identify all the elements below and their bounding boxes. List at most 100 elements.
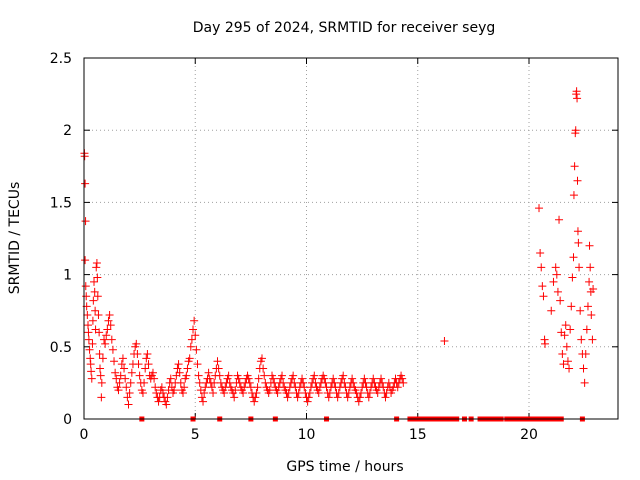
data-point-marker <box>252 389 261 398</box>
data-point-marker <box>587 311 596 320</box>
data-point-marker <box>91 306 100 315</box>
data-point-marker <box>538 282 547 291</box>
data-point-marker <box>246 383 255 392</box>
data-point-marker <box>210 378 219 387</box>
data-point-marker <box>85 345 94 354</box>
data-point-marker <box>183 364 192 373</box>
data-point-marker <box>81 217 90 226</box>
data-point-marker <box>556 296 565 305</box>
grid <box>84 58 618 419</box>
data-point-marker <box>162 400 171 409</box>
data-point-marker <box>393 383 402 392</box>
data-point-marker <box>551 263 560 272</box>
data-point-marker <box>144 360 153 369</box>
data-point-marker <box>204 368 213 377</box>
y-tick-label: 1 <box>63 268 72 284</box>
data-point-marker <box>143 350 152 359</box>
data-point-marker <box>121 374 130 383</box>
data-point-marker <box>138 389 147 398</box>
data-point-marker <box>582 325 591 334</box>
data-point-marker <box>93 273 102 282</box>
data-point-marker <box>95 350 104 359</box>
data-point-marker <box>115 378 124 387</box>
data-point-marker <box>191 331 200 340</box>
data-point-marker <box>549 277 558 286</box>
x-tick-label: 10 <box>298 427 316 443</box>
data-point-marker <box>142 354 151 363</box>
data-point-marker <box>157 383 166 392</box>
data-point-marker <box>547 306 556 315</box>
data-point-marker <box>569 191 578 200</box>
data-point-marker <box>116 371 125 380</box>
data-point-marker <box>299 378 308 387</box>
data-point-marker <box>373 389 382 398</box>
data-point-marker <box>96 371 105 380</box>
data-point-marker <box>126 378 135 387</box>
data-point-marker <box>250 397 259 406</box>
data-point-marker <box>562 342 571 351</box>
data-point-marker <box>124 400 133 409</box>
data-point-marker <box>290 378 299 387</box>
data-point-marker <box>90 287 99 296</box>
data-point-marker <box>186 342 195 351</box>
data-point-marker <box>105 311 114 320</box>
data-point-marker <box>174 360 183 369</box>
data-point-marker <box>176 378 185 387</box>
data-point-marker <box>298 374 307 383</box>
data-point-marker <box>213 357 222 366</box>
data-point-marker <box>148 368 157 377</box>
data-point-marker <box>330 378 339 387</box>
data-point-marker <box>573 227 582 236</box>
data-point-marker <box>259 364 268 373</box>
data-point-marker <box>80 152 89 161</box>
data-point-marker <box>215 371 224 380</box>
data-point-marker <box>278 371 287 380</box>
data-point-marker <box>325 389 334 398</box>
data-point-marker <box>293 393 302 402</box>
data-point-marker <box>201 383 210 392</box>
data-point-marker <box>310 371 319 380</box>
data-point-marker <box>86 360 95 369</box>
data-point-marker <box>251 393 260 402</box>
data-point-marker <box>199 397 208 406</box>
data-point-marker <box>81 256 90 265</box>
data-point-marker <box>269 374 278 383</box>
data-point-marker <box>92 263 101 272</box>
data-point-marker <box>541 339 550 348</box>
data-point-marker <box>320 374 329 383</box>
data-point-marker <box>98 354 107 363</box>
data-point-marker <box>354 397 363 406</box>
data-point-marker <box>573 94 582 103</box>
data-point-marker <box>83 311 92 320</box>
data-markers <box>80 87 598 422</box>
data-point-marker <box>106 321 115 330</box>
data-point-marker <box>344 389 353 398</box>
data-point-marker <box>552 270 561 279</box>
data-point-marker <box>163 393 172 402</box>
data-point-marker <box>260 371 269 380</box>
data-point-marker <box>239 389 248 398</box>
data-point-marker <box>566 325 575 334</box>
data-point-marker <box>314 389 323 398</box>
data-point-marker <box>132 339 141 348</box>
data-point-marker <box>231 386 240 395</box>
data-point-marker <box>234 374 243 383</box>
data-point-marker <box>101 339 110 348</box>
data-point-marker <box>110 357 119 366</box>
data-point-marker <box>339 371 348 380</box>
data-point-marker <box>112 374 121 383</box>
data-point-marker <box>567 302 576 311</box>
x-tick-label: 5 <box>191 427 200 443</box>
data-point-marker <box>589 285 598 294</box>
data-point-marker <box>102 331 111 340</box>
data-point-marker <box>175 368 184 377</box>
y-axis-label: SRMTID / TECUs <box>7 182 23 295</box>
data-point-marker <box>150 374 159 383</box>
data-point-marker <box>558 350 567 359</box>
data-point-marker <box>209 389 218 398</box>
data-point-marker <box>244 374 253 383</box>
data-point-marker <box>572 87 581 96</box>
data-point-marker <box>90 277 99 286</box>
data-point-marker <box>333 393 342 402</box>
